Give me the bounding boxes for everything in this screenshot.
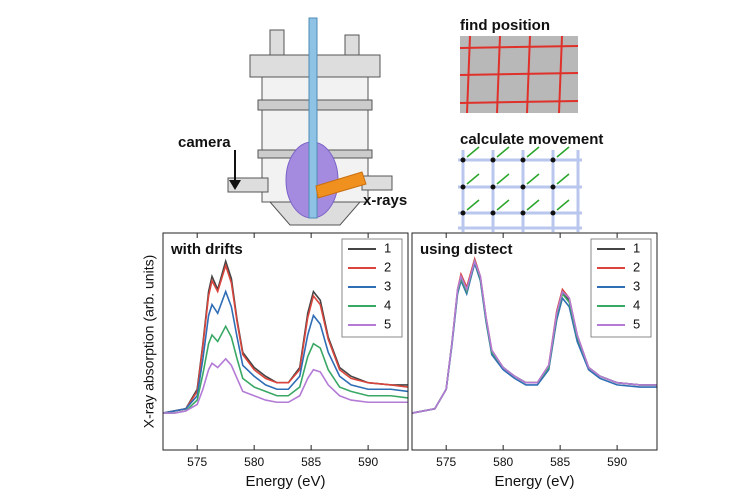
position-grid	[459, 35, 579, 114]
movement-arrow	[496, 199, 510, 211]
legend-label: 5	[384, 316, 391, 331]
grid-dot	[550, 184, 556, 190]
panel: 575 580 585 590 Energy (eV) X-ray absorption …	[141, 232, 409, 490]
x-tick-label: 585	[301, 455, 321, 469]
legend-label: 3	[384, 278, 391, 293]
legend-label: 5	[633, 316, 640, 331]
grid-stroke	[459, 100, 579, 104]
legend-label: 2	[384, 259, 391, 274]
legend-label: 1	[633, 240, 640, 255]
legend-label: 3	[633, 278, 640, 293]
grid-dot	[550, 157, 556, 163]
series-line	[163, 324, 408, 414]
legend-label: 4	[384, 297, 391, 312]
grid-dot	[460, 210, 466, 216]
x-tick-label: 575	[436, 455, 456, 469]
grid-dot	[520, 157, 526, 163]
calculate-movement-label: calculate movement	[460, 131, 603, 148]
grid-stroke	[459, 45, 579, 49]
plot-area	[412, 256, 657, 414]
panel: 575 580 585 590 Energy (eV) using distect 1 2 3 4…	[411, 232, 658, 490]
movement-arrow	[466, 146, 480, 158]
grid-dot	[550, 210, 556, 216]
series-line	[163, 262, 408, 414]
apparatus	[227, 17, 393, 226]
grid-dot	[520, 210, 526, 216]
grid-dot	[490, 157, 496, 163]
series-line	[163, 289, 408, 414]
x-tick-label: 580	[493, 455, 513, 469]
x-tick-label: 590	[358, 455, 378, 469]
series-line	[412, 258, 657, 414]
x-axis-label: Energy (eV)	[245, 473, 325, 490]
grid-dot	[460, 157, 466, 163]
movement-arrow	[466, 199, 480, 211]
x-axis-label: Energy (eV)	[494, 473, 574, 490]
movement-arrow	[526, 173, 540, 185]
y-axis-label: X-ray absorption (arb. units)	[141, 255, 157, 429]
grid-stroke	[558, 35, 563, 114]
movement-arrow	[526, 146, 540, 158]
plot-area	[163, 258, 408, 414]
movement-arrow	[466, 173, 480, 185]
x-tick-label: 590	[607, 455, 627, 469]
movement-arrow	[556, 146, 570, 158]
legend-label: 2	[633, 259, 640, 274]
grid-dot	[520, 184, 526, 190]
movement-arrow	[496, 173, 510, 185]
find-position-label: find position	[460, 17, 550, 34]
movement-arrow	[496, 146, 510, 158]
xrays-label: x-rays	[363, 192, 407, 209]
grid-stroke	[459, 72, 579, 76]
grid-dot	[460, 184, 466, 190]
legend-label: 1	[384, 240, 391, 255]
series-line	[163, 357, 408, 414]
grid-dot	[490, 210, 496, 216]
frame	[162, 232, 409, 451]
grid-dot	[490, 184, 496, 190]
x-tick-label: 580	[244, 455, 264, 469]
movement-arrow	[556, 173, 570, 185]
camera-label: camera	[178, 134, 231, 151]
x-tick-label: 575	[187, 455, 207, 469]
movement-arrow	[526, 199, 540, 211]
panel-title: using distect	[420, 241, 513, 258]
frame	[411, 232, 658, 451]
x-tick-label: 585	[550, 455, 570, 469]
camera-arrowhead	[229, 180, 241, 190]
legend-label: 4	[633, 297, 640, 312]
movement-arrow	[556, 199, 570, 211]
panel-title: with drifts	[170, 241, 243, 258]
movement-grid	[458, 146, 582, 232]
